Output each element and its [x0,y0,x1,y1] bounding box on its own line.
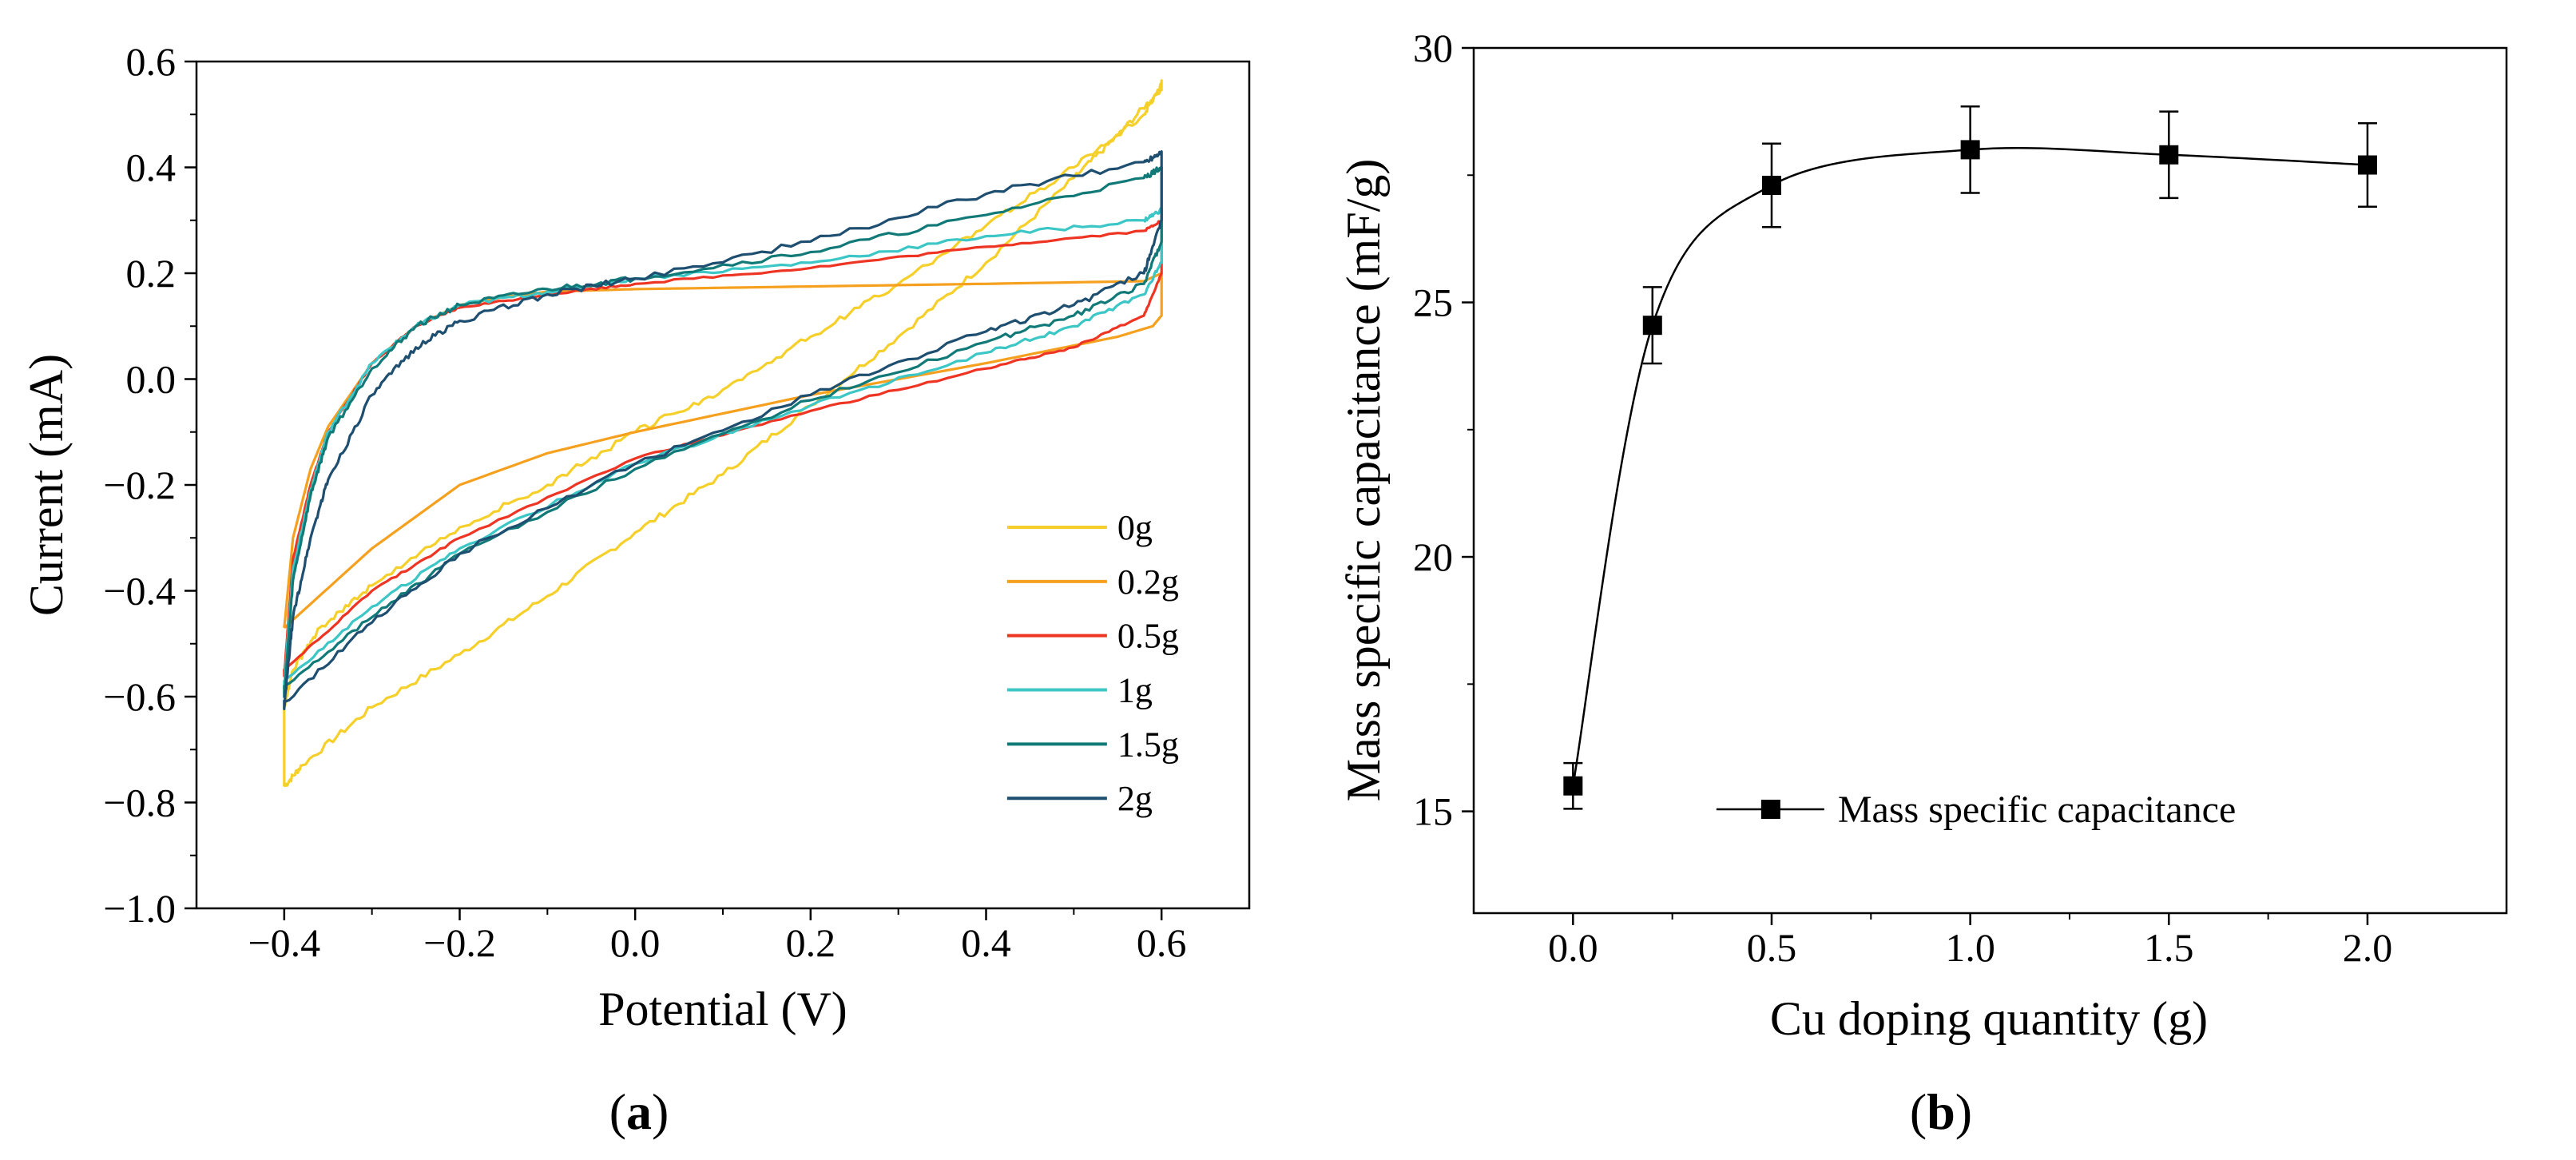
panel-a-label: (a) [609,1083,669,1140]
cv-x-tick-label: −0.4 [248,920,320,965]
cap-y-tick-label: 25 [1413,280,1453,325]
cap-y-tick-label: 30 [1413,26,1453,70]
data-point [2357,155,2377,175]
data-point [1960,140,1980,160]
legend-label-0-2g: 0.2g [1117,562,1179,602]
cv-x-tick-label: 0.6 [1137,920,1187,965]
cv-series-2g [283,150,1163,710]
capacitance-legend: Mass specific capacitance [1716,789,2236,831]
capacitance-points [1563,105,2377,810]
capacitance-x-axis-title: Cu doping quantity (g) [1770,992,2208,1045]
capacitance-fit-curve [1572,147,2368,786]
legend-label-mass-specific-capacitance: Mass specific capacitance [1838,789,2236,831]
cv-y-axis-title: Current (mA) [20,354,73,616]
cv-x-axis-title: Potential (V) [598,983,847,1035]
cap-x-tick-label: 0.0 [1548,925,1598,970]
capacitance-line [1572,147,2368,786]
cv-y-tick-label: −0.8 [103,781,176,825]
cap-x-tick-label: 1.5 [2144,925,2194,970]
data-point [1563,776,1583,796]
cv-y-tick-label: −0.2 [103,463,176,507]
cap-x-tick-label: 2.0 [2343,925,2393,970]
capacitance-y-axis: 15 20 25 30 [1413,26,1474,834]
cv-x-axis: −0.4 −0.2 0.0 0.2 0.4 0.6 [248,908,1186,965]
capacitance-chart-panel: 0.0 0.5 1.0 1.5 2.0 15 20 25 30 Cu doping quant… [1337,26,2508,1140]
panel-b-letter: b [1927,1083,1955,1140]
cv-plot-frame [195,60,1251,910]
cv-y-axis: −1.0 −0.8 −0.6 −0.4 −0.2 0.0 0.2 0.4 0.6 [103,39,196,931]
cv-legend: 0g 0.2g 0.5g 1g 1.5g 2g [1006,508,1179,818]
cap-x-tick-label: 0.5 [1747,925,1797,970]
cv-y-tick-label: 0.2 [126,251,177,296]
cv-series-1g [283,207,1163,689]
cap-y-tick-label: 15 [1413,789,1453,834]
cv-y-tick-label: 0.4 [126,145,177,190]
cv-series-0g [283,79,1163,788]
legend-label-0g: 0g [1117,508,1153,547]
panel-a-letter: a [626,1083,652,1140]
capacitance-y-axis-title: Mass specific capacitance (mF/g) [1337,159,1390,802]
data-point [2159,145,2179,165]
cap-y-tick-label: 20 [1413,534,1453,579]
panel-b-label: (b) [1910,1083,1972,1140]
cv-y-tick-label: 0.6 [126,39,177,84]
legend-label-1-5g: 1.5g [1117,725,1179,764]
cv-x-tick-label: 0.2 [786,920,836,965]
cv-y-tick-label: −0.4 [103,569,176,614]
cv-y-tick-label: 0.0 [126,357,177,402]
capacitance-plot-frame [1472,46,2508,915]
legend-label-1g: 1g [1117,671,1153,710]
legend-label-2g: 2g [1117,779,1153,818]
cv-x-tick-label: −0.2 [423,920,496,965]
cv-chart-panel: −0.4 −0.2 0.0 0.2 0.4 0.6 −1.0−0.8−0.6−0.4−0.… [20,39,1251,1140]
legend-label-0-5g: 0.5g [1117,617,1179,656]
data-point [1642,316,1662,336]
capacitance-x-axis: 0.0 0.5 1.0 1.5 2.0 [1548,913,2392,970]
cv-y-tick-label: −1.0 [103,886,176,931]
cv-curves [283,79,1163,788]
cv-x-tick-label: 0.4 [961,920,1011,965]
data-point [1761,176,1781,196]
cap-x-tick-label: 1.0 [1945,925,1995,970]
cv-x-tick-label: 0.0 [610,920,661,965]
legend-marker-swatch [1760,800,1780,820]
cv-y-tick-label: −0.6 [103,674,176,719]
